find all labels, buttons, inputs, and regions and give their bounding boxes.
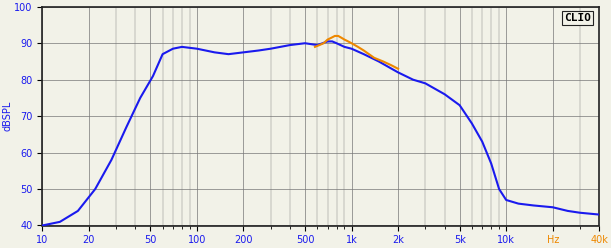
Text: CLIO: CLIO — [564, 13, 591, 23]
Y-axis label: dBSPL: dBSPL — [3, 101, 13, 131]
